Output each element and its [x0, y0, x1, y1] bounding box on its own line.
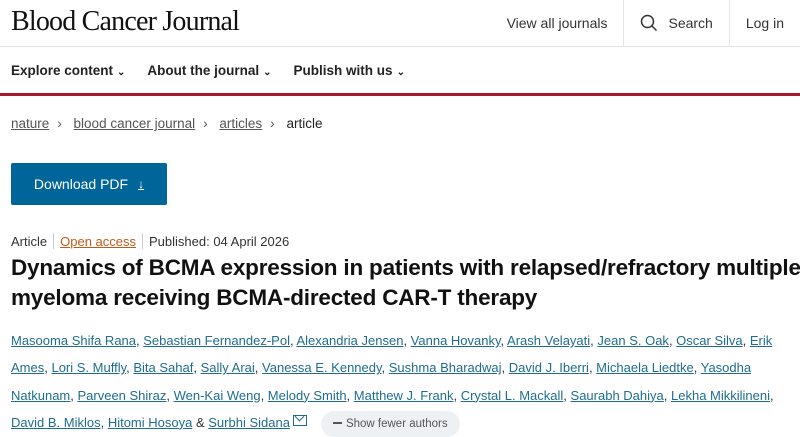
- author-link[interactable]: Sally Arai: [200, 360, 255, 376]
- author-link[interactable]: Jean S. Oak: [597, 333, 669, 348]
- author-link[interactable]: Arash Velayati: [507, 333, 591, 348]
- author-link[interactable]: Bita Sahaf: [133, 360, 194, 376]
- author-link[interactable]: Vanessa E. Kennedy: [262, 360, 382, 376]
- nav-label: Publish with us: [293, 62, 393, 78]
- article-title: Dynamics of BCMA expression in patients …: [11, 255, 800, 310]
- chevron-down-icon: ⌄: [117, 66, 126, 78]
- divider: [142, 233, 143, 249]
- author-link[interactable]: Lekha Mikkilineni: [671, 387, 770, 403]
- breadcrumb-articles[interactable]: articles: [219, 116, 263, 131]
- author-link[interactable]: Crystal L. Mackall: [460, 387, 564, 403]
- author-link[interactable]: Erik Ames: [11, 333, 773, 376]
- author-link[interactable]: Michaela Liedtke: [596, 360, 694, 376]
- view-all-journals-link[interactable]: View all journals: [491, 0, 624, 46]
- download-icon: ↓: [138, 177, 145, 191]
- nav-explore-content[interactable]: Explore content ⌄: [11, 63, 125, 78]
- top-bar: Blood Cancer Journal View all journals S…: [0, 0, 800, 47]
- author-link[interactable]: Matthew J. Frank: [353, 387, 454, 403]
- nav-publish-with-us[interactable]: Publish with us ⌄: [294, 63, 405, 78]
- author-link[interactable]: Masooma Shifa Rana: [11, 333, 137, 348]
- divider: [53, 233, 55, 249]
- author-link[interactable]: Yasodha Natkunam: [11, 360, 752, 403]
- show-fewer-authors-button[interactable]: Show fewer authors: [320, 410, 460, 437]
- chevron-down-icon: ⌄: [263, 66, 272, 78]
- author-link[interactable]: Saurabh Dahiya: [570, 387, 664, 403]
- article-meta: Article Open access Published: 04 April …: [11, 233, 289, 249]
- published-date: Published: 04 April 2026: [149, 233, 290, 249]
- author-link[interactable]: Melody Smith: [267, 387, 347, 403]
- search-icon: [641, 14, 658, 32]
- author-link[interactable]: Parveen Shiraz: [77, 387, 167, 403]
- chevron-down-icon: ⌄: [396, 66, 405, 78]
- author-link[interactable]: David B. Miklos: [11, 414, 101, 430]
- chevron-right-icon: ›: [270, 116, 275, 131]
- chevron-right-icon: ›: [203, 116, 208, 131]
- chevron-right-icon: ›: [57, 116, 62, 131]
- author-link[interactable]: Oscar Silva: [676, 333, 743, 348]
- main-nav: Explore content ⌄ About the journal ⌄ Publ…: [0, 47, 800, 96]
- nav-label: Explore content: [11, 62, 114, 78]
- login-link[interactable]: Log in: [728, 0, 800, 46]
- author-link[interactable]: Lori S. Muffly: [51, 360, 127, 376]
- download-pdf-button[interactable]: Download PDF ↓: [11, 163, 167, 205]
- breadcrumb-current: article: [286, 116, 323, 131]
- author-link[interactable]: Vanna Hovanky: [410, 333, 501, 348]
- authors-joiner: &: [195, 414, 205, 430]
- journal-logo[interactable]: Blood Cancer Journal: [11, 6, 240, 37]
- author-link[interactable]: Wen-Kai Weng: [173, 387, 261, 403]
- author-link[interactable]: David J. Iberri: [508, 360, 589, 376]
- author-link[interactable]: Surbhi Sidana: [208, 414, 290, 430]
- open-access-link[interactable]: Open access: [60, 233, 136, 249]
- search-label: Search: [668, 15, 713, 31]
- nav-label: About the journal: [147, 62, 260, 78]
- author-link[interactable]: Sebastian Fernandez-Pol: [143, 333, 290, 348]
- article-type: Article: [11, 233, 48, 249]
- email-icon[interactable]: [292, 414, 307, 426]
- author-list: Masooma Shifa Rana, Sebastian Fernandez-…: [11, 327, 786, 437]
- search-button[interactable]: Search: [623, 0, 728, 46]
- breadcrumb: nature › blood cancer journal › articles › …: [0, 96, 800, 160]
- author-link[interactable]: Hitomi Hosoya: [107, 414, 193, 430]
- minus-icon: [332, 421, 342, 424]
- breadcrumb-journal[interactable]: blood cancer journal: [73, 116, 196, 131]
- view-all-label: View all journals: [506, 15, 608, 31]
- author-link[interactable]: Alexandria Jensen: [296, 333, 404, 348]
- show-fewer-label: Show fewer authors: [345, 417, 448, 430]
- download-label: Download PDF: [33, 176, 129, 192]
- author-link[interactable]: Sushma Bharadwaj: [388, 360, 502, 376]
- breadcrumb-nature[interactable]: nature: [11, 116, 50, 131]
- nav-about-journal[interactable]: About the journal ⌄: [147, 63, 271, 78]
- login-label: Log in: [745, 15, 784, 31]
